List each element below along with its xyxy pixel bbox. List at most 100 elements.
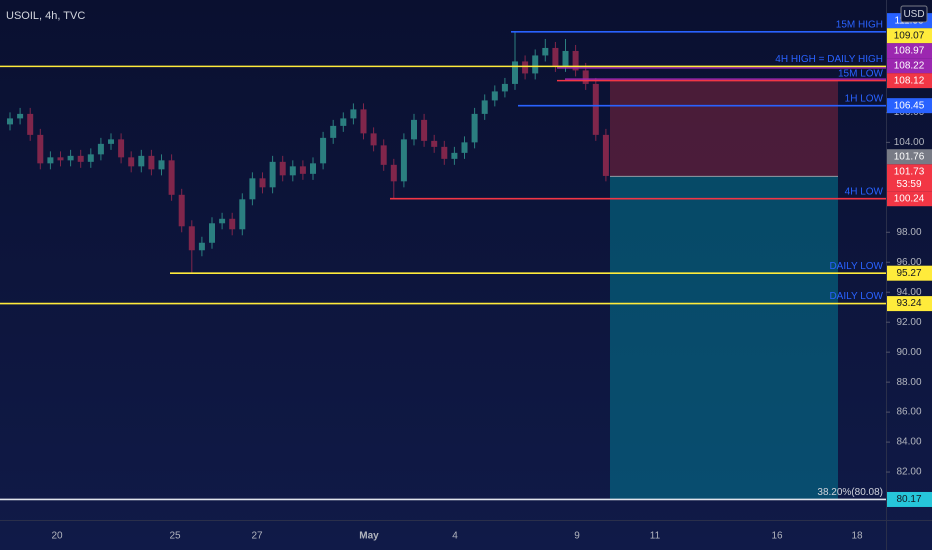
- candle-body: [340, 118, 347, 126]
- candle-body: [572, 50, 579, 71]
- candle-body: [461, 142, 468, 153]
- candle-body: [441, 146, 448, 159]
- candle-body: [229, 218, 236, 230]
- candle-body: [481, 100, 488, 114]
- price-badge-label: 106.45: [894, 100, 925, 111]
- level-text: 4H LOW: [845, 186, 884, 197]
- candle-body: [198, 242, 205, 251]
- price-badge-label: 108.97: [894, 45, 925, 56]
- candle-body: [188, 226, 195, 251]
- price-badge-label: 80.17: [896, 494, 921, 505]
- level-text: 1H LOW: [845, 93, 884, 104]
- candle-body: [279, 161, 286, 176]
- x-tick-label: 4: [452, 531, 458, 542]
- x-tick-label: 20: [51, 531, 63, 542]
- candle-body: [562, 50, 569, 66]
- y-tick-label: 84.00: [896, 437, 921, 448]
- candle-body: [108, 139, 114, 144]
- candle-body: [249, 178, 256, 200]
- x-tick-label: May: [359, 531, 379, 542]
- price-badge-label: 101.73: [894, 166, 925, 177]
- y-tick-label: 104.00: [894, 137, 925, 148]
- price-badge: [887, 191, 932, 207]
- level-text: 38.20%(80.08): [817, 487, 883, 498]
- countdown: 53:59: [896, 179, 921, 190]
- candle-body: [330, 125, 337, 138]
- level-text: 15M LOW: [838, 68, 884, 79]
- candle-body: [602, 134, 609, 176]
- x-tick-label: 9: [574, 531, 580, 542]
- level-text: 4H HIGH = DAILY HIGH: [775, 54, 883, 65]
- candle-body: [380, 145, 387, 165]
- position-tool[interactable]: [610, 80, 838, 500]
- candle-body: [592, 83, 599, 135]
- candle-body: [411, 119, 417, 140]
- candle-body: [532, 55, 539, 74]
- price-badge-label: 109.07: [894, 30, 925, 41]
- candle-body: [128, 157, 135, 167]
- price-badge: [887, 296, 932, 312]
- symbol-title: USOIL, 4h, TVC: [6, 10, 85, 22]
- price-badge: [887, 265, 932, 281]
- candle-body: [27, 113, 34, 135]
- price-badge: [887, 164, 932, 192]
- candle-body: [77, 155, 84, 162]
- price-badge-label: 93.24: [896, 298, 921, 309]
- price-badge: [887, 149, 932, 165]
- candle-body: [299, 166, 306, 174]
- candle-body: [582, 70, 589, 84]
- candle-body: [47, 157, 54, 164]
- x-tick-label: 16: [771, 531, 783, 542]
- y-tick-label: 92.00: [896, 317, 921, 328]
- candle-body: [67, 155, 74, 161]
- y-tick-label: 96.00: [896, 257, 921, 268]
- price-badge: [887, 73, 932, 89]
- price-badge-label: 108.22: [894, 60, 925, 71]
- x-tick-label: 18: [851, 531, 863, 542]
- candle-body: [209, 223, 215, 243]
- candle-body: [421, 119, 428, 141]
- price-badge: [887, 28, 932, 44]
- candle-body: [259, 178, 266, 188]
- candle-body: [87, 154, 94, 162]
- candle-body: [501, 83, 508, 92]
- candle-body: [471, 113, 478, 143]
- y-tick-label: 86.00: [896, 407, 921, 418]
- candle-body: [158, 160, 165, 170]
- price-badge: [887, 491, 932, 507]
- candle-body: [37, 134, 44, 164]
- y-tick-label: 88.00: [896, 377, 921, 388]
- level-text: DAILY LOW: [829, 261, 883, 272]
- price-badge-label: 108.12: [894, 75, 925, 86]
- candle-body: [522, 61, 529, 74]
- level-text: DAILY LOW: [829, 291, 883, 302]
- candle-body: [118, 139, 125, 158]
- target-zone: [610, 176, 838, 500]
- candle-body: [168, 160, 175, 195]
- candle-body: [269, 161, 276, 188]
- candle-body: [148, 155, 155, 170]
- stop-zone: [610, 80, 838, 177]
- candle-body: [360, 109, 367, 134]
- candle-body: [451, 152, 458, 159]
- candle-body: [542, 47, 549, 56]
- y-tick-label: 82.00: [896, 467, 921, 478]
- candle-body: [289, 166, 296, 176]
- level-text: 15M HIGH: [836, 19, 883, 30]
- price-badge-label: 95.27: [896, 268, 921, 279]
- candle-body: [178, 194, 185, 227]
- x-tick-label: 27: [251, 531, 263, 542]
- candle-body: [219, 218, 226, 224]
- candle-body: [239, 199, 246, 230]
- currency-badge[interactable]: [900, 5, 928, 23]
- candle-body: [552, 47, 559, 66]
- candle-body: [512, 61, 518, 84]
- price-badge-label: 100.24: [894, 193, 925, 204]
- candle-body: [97, 143, 104, 155]
- price-badge: [887, 58, 932, 74]
- candle-body: [370, 133, 377, 146]
- price-badge-label: 101.76: [894, 151, 925, 162]
- candle-body: [17, 113, 24, 119]
- candle-body: [57, 157, 64, 161]
